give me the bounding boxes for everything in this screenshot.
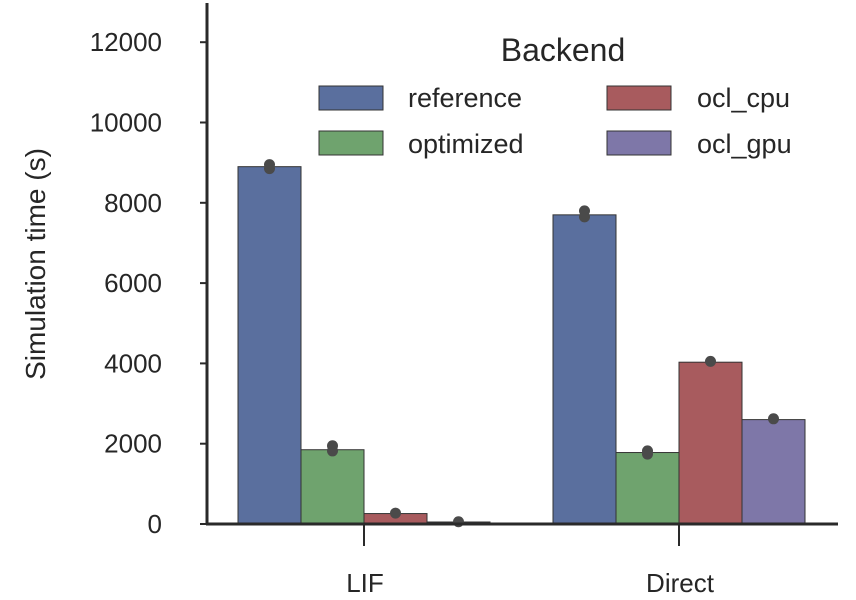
- point-ocl_cpu-direct-0: [705, 355, 716, 367]
- bar-optimized-lif: [300, 449, 365, 525]
- x-tick-label-direct: Direct: [646, 568, 715, 598]
- bar-reference-lif: [237, 166, 302, 525]
- y-tick-label: 0: [148, 509, 162, 539]
- bar-ocl_cpu-direct: [678, 361, 743, 525]
- y-axis-title: Simulation time (s): [20, 148, 51, 380]
- bar-reference-direct: [552, 214, 617, 525]
- y-tick-label: 12000: [90, 27, 162, 57]
- legend-label-optimized: optimized: [408, 129, 524, 159]
- point-ocl_gpu-direct-0: [768, 413, 779, 425]
- x-tick-label-lif: LIF: [346, 568, 384, 598]
- legend-swatch-reference: [318, 85, 384, 111]
- legend-item-ocl_gpu: ocl_gpu: [606, 129, 792, 159]
- y-tick-label: 10000: [90, 108, 162, 138]
- legend-swatch-optimized: [318, 130, 384, 156]
- bar-optimized-direct: [615, 452, 680, 525]
- legend-item-ocl_cpu: ocl_cpu: [606, 83, 790, 113]
- y-tick-label: 6000: [104, 268, 162, 298]
- legend-items: reference optimized ocl_cpu ocl_gpu: [318, 83, 792, 159]
- legend-swatch-ocl_cpu: [606, 85, 672, 111]
- point-reference-lif-1: [264, 163, 275, 175]
- point-reference-direct-1: [579, 211, 590, 223]
- point-optimized-direct-1: [642, 448, 653, 460]
- legend-label-ocl_cpu: ocl_cpu: [697, 83, 790, 113]
- legend-title: Backend: [501, 32, 626, 68]
- legend-label-reference: reference: [408, 83, 522, 113]
- y-tick-label: 4000: [104, 348, 162, 378]
- point-ocl_cpu-lif-0: [390, 507, 401, 519]
- legend: Backend reference optimized ocl_cpu ocl_gpu: [318, 32, 792, 159]
- legend-item-optimized: optimized: [318, 129, 524, 159]
- y-tick-label: 8000: [104, 188, 162, 218]
- bar-ocl_gpu-direct: [741, 419, 806, 525]
- x-ticks: LIF Direct: [346, 524, 715, 598]
- bars-layer: [237, 166, 806, 525]
- legend-label-ocl_gpu: ocl_gpu: [697, 129, 792, 159]
- point-ocl_gpu-lif-0: [453, 516, 464, 528]
- point-optimized-lif-1: [327, 445, 338, 457]
- legend-swatch-ocl_gpu: [606, 130, 672, 156]
- points-layer: [264, 159, 779, 528]
- y-tick-label: 2000: [104, 429, 162, 459]
- legend-item-reference: reference: [318, 83, 522, 113]
- y-ticks: 0 2000 4000 6000 8000 10000 12000: [90, 27, 207, 539]
